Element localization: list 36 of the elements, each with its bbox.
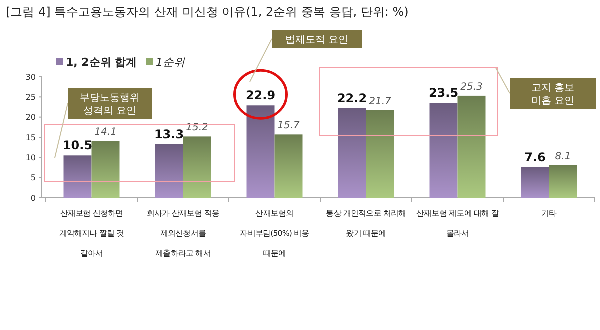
data-label: 10.5 xyxy=(62,138,93,153)
bar xyxy=(338,108,366,198)
y-tick-label: 0 xyxy=(30,194,36,203)
bar xyxy=(366,110,394,198)
y-tick-label: 25 xyxy=(26,92,36,102)
annotation: 부당노동행위 성격의 요인 xyxy=(80,93,140,117)
bar xyxy=(183,136,212,198)
bar xyxy=(92,141,120,198)
bar xyxy=(549,165,578,198)
bar xyxy=(274,134,303,198)
bar xyxy=(521,167,550,198)
data-label: 22.2 xyxy=(337,91,368,106)
bar xyxy=(430,103,458,198)
bar xyxy=(155,144,184,198)
data-label: 15.7 xyxy=(278,120,301,132)
data-label: 23.5 xyxy=(428,86,459,100)
annotation: 고지 홍보 미흡 요인 xyxy=(531,83,575,107)
y-tick-label: 10 xyxy=(26,153,36,162)
data-label: 22.9 xyxy=(246,88,276,103)
legend-label: 1, 2순위 합계 xyxy=(66,56,138,69)
bar xyxy=(458,96,486,198)
y-tick-label: 15 xyxy=(26,133,36,142)
legend-label: 1순위 xyxy=(156,56,186,69)
data-label: 13.3 xyxy=(154,127,184,142)
text: 법제도적 요인 xyxy=(285,35,349,46)
data-label: 25.3 xyxy=(460,82,483,93)
chart-title: [그림 4] 특수고용노동자의 산재 미신청 이유(1, 2순위 중복 응답, 단위: %) xyxy=(6,5,409,19)
y-tick-label: 30 xyxy=(26,72,36,82)
y-tick-label: 5 xyxy=(30,174,36,183)
bar xyxy=(64,156,92,198)
y-tick-label: 20 xyxy=(26,113,36,122)
data-label: 21.7 xyxy=(369,96,392,108)
data-label: 7.6 xyxy=(524,150,546,164)
data-label: 14.1 xyxy=(94,127,117,138)
data-label: 8.1 xyxy=(555,151,572,162)
bar xyxy=(246,106,275,198)
